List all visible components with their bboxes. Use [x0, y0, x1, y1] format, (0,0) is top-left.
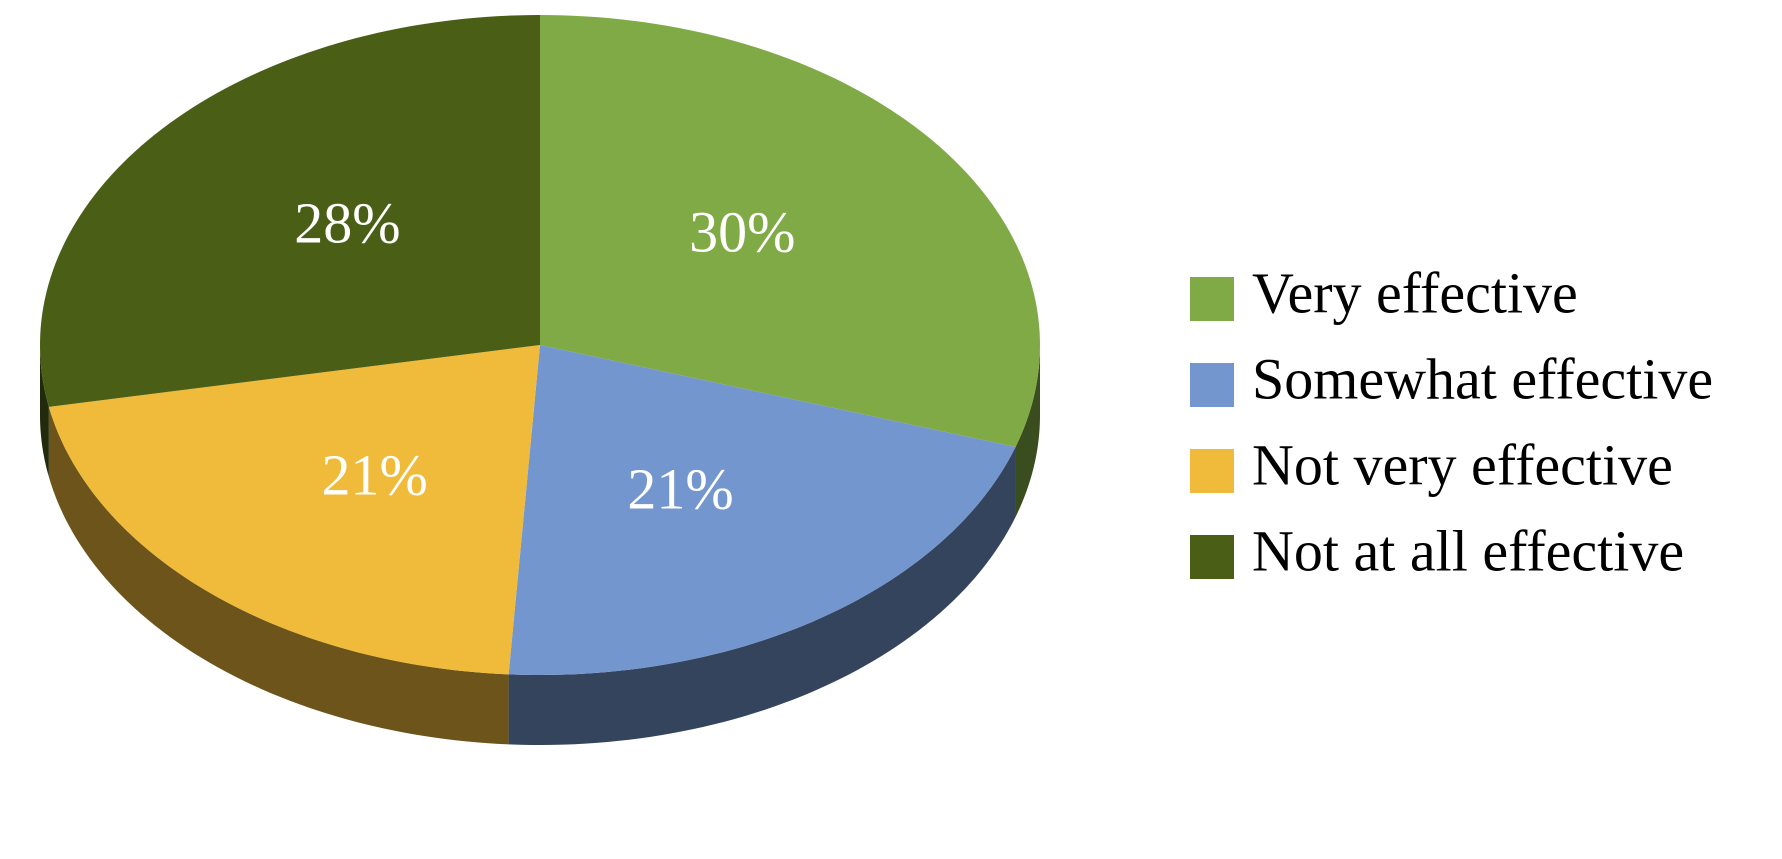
legend-swatch — [1190, 449, 1234, 493]
slice — [40, 15, 540, 407]
slice-side — [48, 406, 509, 745]
data-label: 28% — [294, 191, 400, 256]
legend-label: Very effective — [1252, 260, 1578, 325]
legend-swatch — [1190, 363, 1234, 407]
data-label: 21% — [627, 456, 733, 521]
slice-side — [508, 446, 1016, 745]
data-label: 21% — [322, 442, 428, 507]
legend-label: Not very effective — [1252, 432, 1673, 497]
slice — [48, 345, 540, 675]
slice-side — [1015, 345, 1040, 517]
slice — [508, 345, 1016, 675]
legend-label: Somewhat effective — [1252, 346, 1713, 411]
legend-label: Not at all effective — [1252, 518, 1684, 583]
legend-swatch — [1190, 535, 1234, 579]
data-label: 30% — [689, 200, 795, 265]
slice — [540, 15, 1040, 447]
legend-swatch — [1190, 277, 1234, 321]
slice-side — [40, 345, 49, 477]
